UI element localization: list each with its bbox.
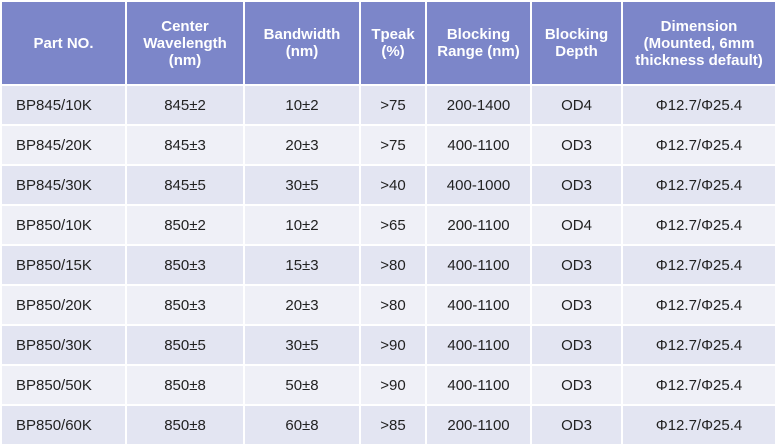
table-cell: Φ12.7/Φ25.4 <box>621 204 775 246</box>
header-cell: Blocking Depth <box>530 0 623 86</box>
table-cell: 845±5 <box>125 164 245 206</box>
table-row: BP850/20K 850±3 20±3 >80 400-1100 OD3 Φ12.7/Φ2… <box>0 284 775 326</box>
table-cell: 850±5 <box>125 324 245 366</box>
table-cell: >80 <box>359 244 427 286</box>
table-cell: 850±3 <box>125 284 245 326</box>
table-cell: 200-1100 <box>425 204 532 246</box>
table-cell: Φ12.7/Φ25.4 <box>621 404 775 446</box>
table-row: BP850/15K 850±3 15±3 >80 400-1100 OD3 Φ12.7/Φ2… <box>0 244 775 286</box>
table-cell: 850±3 <box>125 244 245 286</box>
table-cell: 50±8 <box>243 364 361 406</box>
table-cell: BP850/20K <box>0 284 127 326</box>
table-cell: 30±5 <box>243 164 361 206</box>
table-row: BP845/10K 845±2 10±2 >75 200-1400 OD4 Φ12.7/Φ2… <box>0 84 775 126</box>
table-cell: Φ12.7/Φ25.4 <box>621 284 775 326</box>
table-cell: 400-1000 <box>425 164 532 206</box>
table-cell: OD3 <box>530 364 623 406</box>
header-cell: Part NO. <box>0 0 127 86</box>
table-cell: OD3 <box>530 284 623 326</box>
header-cell: Blocking Range (nm) <box>425 0 532 86</box>
table-cell: OD3 <box>530 244 623 286</box>
table-cell: 30±5 <box>243 324 361 366</box>
table-cell: 20±3 <box>243 124 361 166</box>
table-row: BP850/30K 850±5 30±5 >90 400-1100 OD3 Φ12.7/Φ2… <box>0 324 775 366</box>
table-cell: OD3 <box>530 124 623 166</box>
table-header: Part NO. Center Wavelength (nm) Bandwidth … <box>0 0 775 86</box>
table-cell: 60±8 <box>243 404 361 446</box>
header-cell: Tpeak (%) <box>359 0 427 86</box>
table-cell: 400-1100 <box>425 284 532 326</box>
table-cell: >40 <box>359 164 427 206</box>
table-cell: 200-1400 <box>425 84 532 126</box>
table-cell: >90 <box>359 324 427 366</box>
header-cell: Bandwidth (nm) <box>243 0 361 86</box>
table-cell: BP850/60K <box>0 404 127 446</box>
table-cell: OD3 <box>530 164 623 206</box>
header-row: Part NO. Center Wavelength (nm) Bandwidth … <box>0 0 775 86</box>
table-cell: >75 <box>359 84 427 126</box>
table-cell: 10±2 <box>243 84 361 126</box>
table-cell: OD4 <box>530 84 623 126</box>
table-cell: 400-1100 <box>425 124 532 166</box>
table-body: BP845/10K 845±2 10±2 >75 200-1400 OD4 Φ12.7/Φ2… <box>0 84 775 446</box>
table-cell: 400-1100 <box>425 364 532 406</box>
table-cell: Φ12.7/Φ25.4 <box>621 364 775 406</box>
table-row: BP850/60K 850±8 60±8 >85 200-1100 OD3 Φ12.7/Φ2… <box>0 404 775 446</box>
table-cell: 850±2 <box>125 204 245 246</box>
table-cell: 845±3 <box>125 124 245 166</box>
table-cell: >85 <box>359 404 427 446</box>
table-cell: OD3 <box>530 404 623 446</box>
table-cell: BP850/10K <box>0 204 127 246</box>
table-cell: 400-1100 <box>425 324 532 366</box>
table-cell: Φ12.7/Φ25.4 <box>621 244 775 286</box>
table-cell: 10±2 <box>243 204 361 246</box>
table-cell: 850±8 <box>125 364 245 406</box>
table-row: BP850/10K 850±2 10±2 >65 200-1100 OD4 Φ12.7/Φ2… <box>0 204 775 246</box>
table-cell: 400-1100 <box>425 244 532 286</box>
table-cell: 845±2 <box>125 84 245 126</box>
table-cell: BP850/30K <box>0 324 127 366</box>
table-cell: >65 <box>359 204 427 246</box>
table-cell: 20±3 <box>243 284 361 326</box>
table-cell: BP850/15K <box>0 244 127 286</box>
table-row: BP850/50K 850±8 50±8 >90 400-1100 OD3 Φ12.7/Φ2… <box>0 364 775 406</box>
header-cell: Dimension (Mounted, 6mm thickness defaul… <box>621 0 775 86</box>
table-cell: OD3 <box>530 324 623 366</box>
table-row: BP845/30K 845±5 30±5 >40 400-1000 OD3 Φ12.7/Φ2… <box>0 164 775 206</box>
table-cell: Φ12.7/Φ25.4 <box>621 164 775 206</box>
table-cell: 15±3 <box>243 244 361 286</box>
table-row: BP845/20K 845±3 20±3 >75 400-1100 OD3 Φ12.7/Φ2… <box>0 124 775 166</box>
table-cell: Φ12.7/Φ25.4 <box>621 84 775 126</box>
header-cell: Center Wavelength (nm) <box>125 0 245 86</box>
table-cell: OD4 <box>530 204 623 246</box>
table-cell: BP845/10K <box>0 84 127 126</box>
table-cell: BP845/30K <box>0 164 127 206</box>
table-cell: BP845/20K <box>0 124 127 166</box>
table-cell: 200-1100 <box>425 404 532 446</box>
table-cell: >75 <box>359 124 427 166</box>
table-cell: BP850/50K <box>0 364 127 406</box>
table-cell: Φ12.7/Φ25.4 <box>621 124 775 166</box>
table-cell: 850±8 <box>125 404 245 446</box>
table-cell: >80 <box>359 284 427 326</box>
table-cell: >90 <box>359 364 427 406</box>
table-cell: Φ12.7/Φ25.4 <box>621 324 775 366</box>
